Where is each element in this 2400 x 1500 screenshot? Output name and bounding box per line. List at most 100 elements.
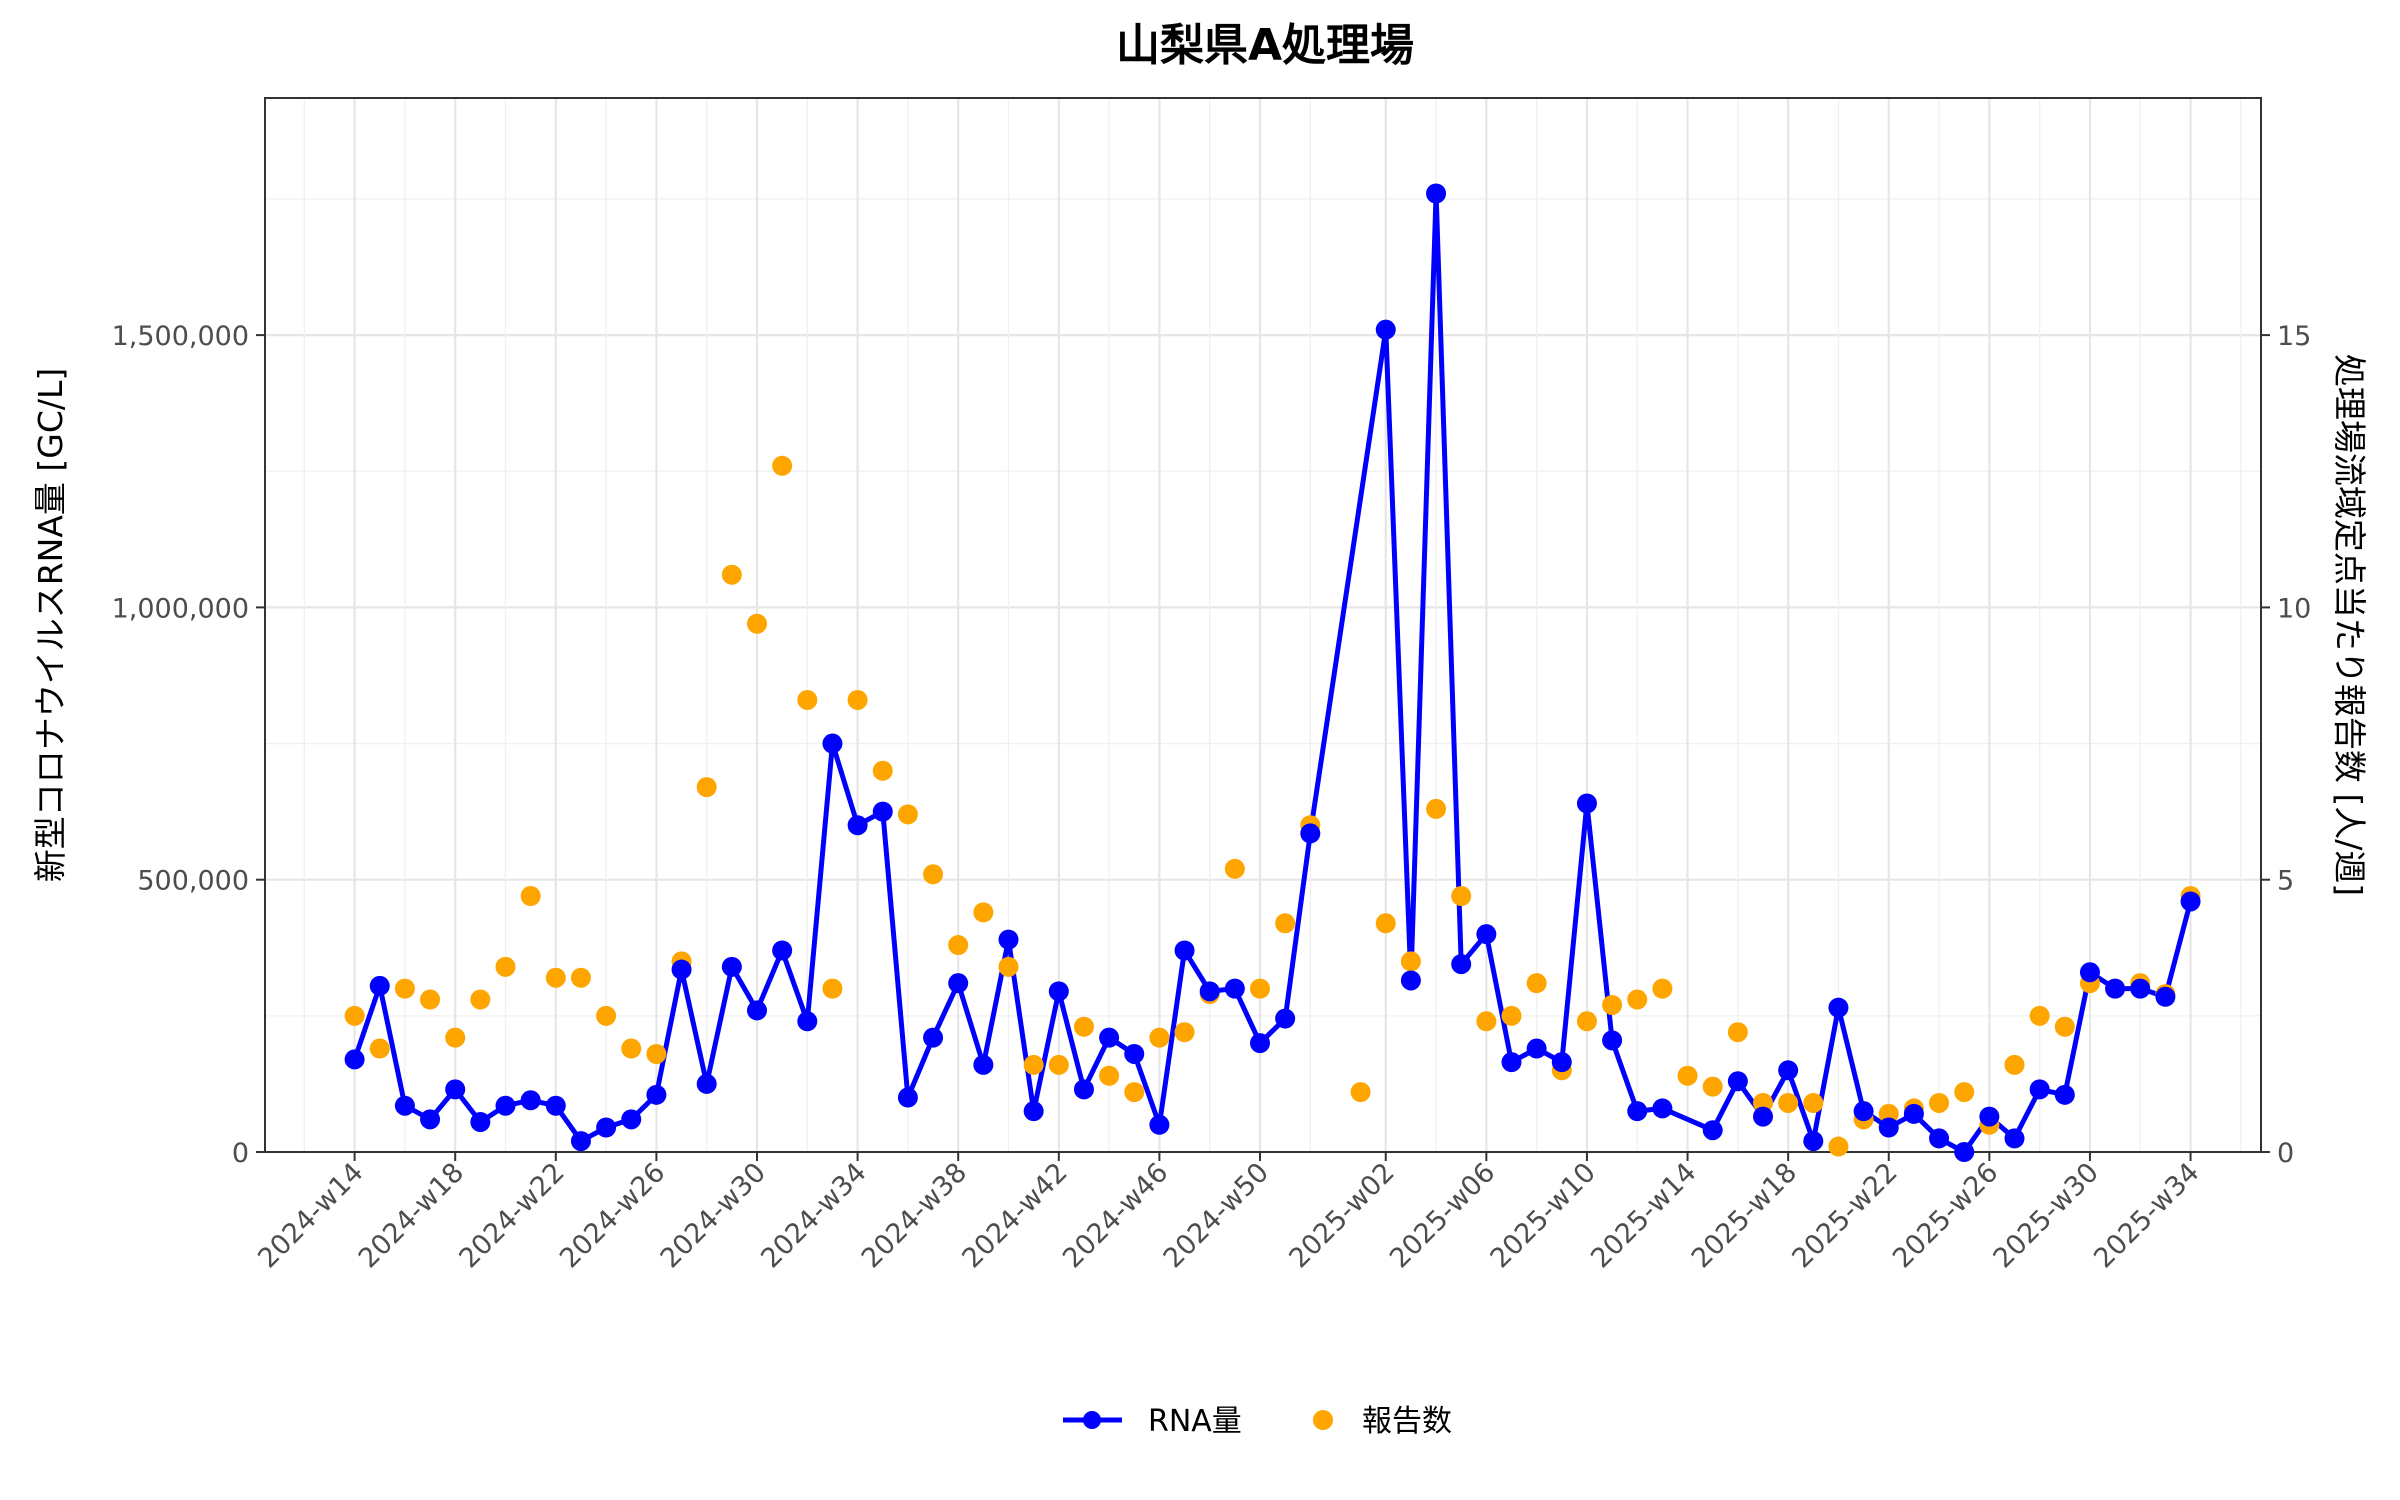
legend-label-rna: RNA量: [1148, 1404, 1242, 1439]
report-point: [1451, 886, 1472, 907]
legend-key-rna-dot: [1083, 1411, 1101, 1429]
report-point: [872, 760, 893, 781]
rna-point: [1023, 1101, 1044, 1122]
report-point: [545, 967, 566, 988]
rna-point: [445, 1079, 466, 1100]
report-point: [1576, 1011, 1597, 1032]
report-point: [1400, 951, 1421, 972]
rna-point: [1451, 954, 1472, 975]
report-point: [721, 564, 742, 585]
rna-point: [1199, 981, 1220, 1002]
rna-point: [1275, 1008, 1296, 1029]
rna-point: [2029, 1079, 2050, 1100]
rna-point: [1702, 1120, 1723, 1141]
rna-point: [671, 959, 692, 980]
rna-point: [872, 801, 893, 822]
rna-point: [696, 1073, 717, 1094]
rna-point: [545, 1095, 566, 1116]
report-point: [470, 989, 491, 1010]
report-point: [1275, 913, 1296, 934]
report-point: [1828, 1136, 1849, 1157]
report-point: [1124, 1082, 1145, 1103]
rna-point: [621, 1109, 642, 1130]
report-point: [1602, 994, 1623, 1015]
y-axis-left: 0 500,000 1,000,000 1,500,000: [112, 321, 265, 1169]
rna-point: [847, 815, 868, 836]
report-point: [1350, 1082, 1371, 1103]
rna-point: [2105, 978, 2126, 999]
report-point: [998, 956, 1019, 977]
rna-point: [1576, 793, 1597, 814]
rna-point: [1878, 1117, 1899, 1138]
rna-point: [369, 975, 390, 996]
rna-point: [797, 1011, 818, 1032]
grid: [265, 98, 2261, 1154]
report-point: [923, 864, 944, 885]
rna-point: [1073, 1079, 1094, 1100]
report-point: [948, 935, 969, 956]
report-point: [1073, 1016, 1094, 1037]
report-point: [973, 902, 994, 923]
report-point: [1677, 1065, 1698, 1086]
rna-point: [1400, 970, 1421, 991]
report-point: [1526, 973, 1547, 994]
plot-panel-border: [264, 97, 2262, 1153]
rna-point: [1803, 1131, 1824, 1152]
rna-point: [948, 973, 969, 994]
report-point: [1174, 1022, 1195, 1043]
rna-point: [1174, 940, 1195, 961]
report-point: [520, 886, 541, 907]
y-left-tick-label: 1,500,000: [112, 321, 249, 352]
rna-point: [1250, 1033, 1270, 1054]
y-axis-right: 0 5 10 15: [2261, 321, 2311, 1169]
series-layer: [344, 183, 2201, 1162]
rna-point: [394, 1095, 415, 1116]
rna-point: [2004, 1128, 2025, 1149]
rna-point: [721, 956, 742, 977]
report-point: [1803, 1092, 1824, 1113]
report-point: [1426, 798, 1447, 819]
report-point: [696, 777, 717, 798]
rna-point: [1375, 319, 1396, 340]
rna-point: [1954, 1142, 1975, 1162]
rna-point: [1652, 1098, 1673, 1119]
report-point: [1023, 1054, 1044, 1075]
rna-point: [1627, 1101, 1648, 1122]
report-point: [369, 1038, 390, 1059]
rna-point: [772, 940, 793, 961]
rna-point: [1476, 924, 1497, 945]
rna-point: [420, 1109, 441, 1130]
y-right-tick-label: 0: [2277, 1138, 2294, 1169]
report-point: [394, 978, 415, 999]
report-point: [797, 689, 818, 710]
report-point: [822, 978, 843, 999]
rna-point: [2130, 978, 2151, 999]
report-point: [495, 956, 516, 977]
report-point: [1476, 1011, 1497, 1032]
report-point: [897, 804, 918, 825]
rna-point: [1979, 1106, 2000, 1127]
report-point: [420, 989, 441, 1010]
rna-point: [2079, 962, 2100, 983]
y-right-tick-label: 5: [2277, 866, 2294, 897]
rna-point: [1753, 1106, 1773, 1127]
rna-point: [570, 1131, 591, 1152]
rna-point: [1526, 1038, 1547, 1059]
report-point: [1778, 1092, 1799, 1113]
rna-point: [1828, 997, 1849, 1018]
rna-point: [1551, 1052, 1572, 1073]
rna-point: [2155, 986, 2176, 1007]
rna-point: [1853, 1101, 1874, 1122]
rna-point: [1501, 1052, 1522, 1073]
report-point: [570, 967, 591, 988]
report-point: [2004, 1054, 2025, 1075]
rna-point: [1048, 981, 1069, 1002]
y-left-tick-label: 500,000: [137, 866, 249, 897]
report-point: [1727, 1022, 1748, 1043]
rna-point: [973, 1054, 994, 1075]
report-point: [747, 613, 767, 634]
report-point: [1250, 978, 1270, 999]
rna-point: [2054, 1084, 2075, 1105]
